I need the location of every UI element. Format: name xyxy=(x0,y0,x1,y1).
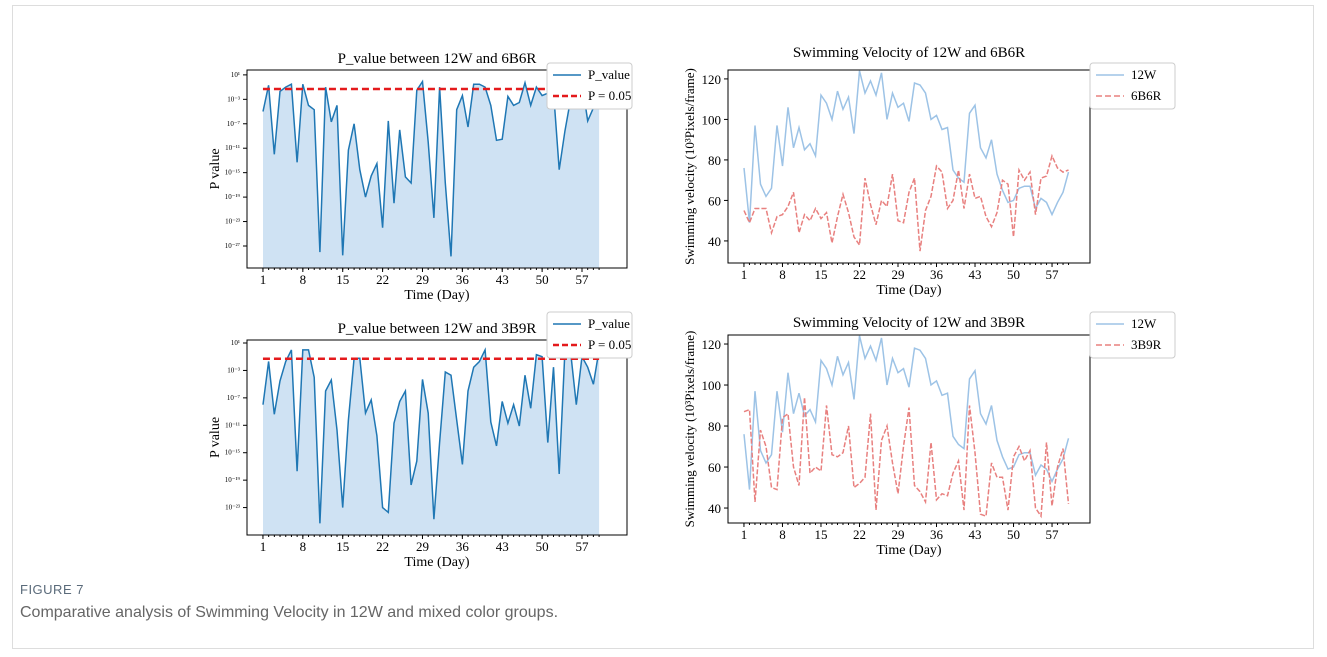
figure-label: FIGURE 7 xyxy=(20,582,84,597)
y-axis-label: Swimming velocity (10³Pixels/frame) xyxy=(682,68,697,265)
y-tick-label: 10⁻³ xyxy=(227,366,240,374)
y-tick-label: 10¹ xyxy=(231,339,240,347)
y-tick-label: 60 xyxy=(708,460,721,475)
y-tick-label: 10⁻²³ xyxy=(225,218,240,226)
line xyxy=(262,347,600,524)
y-tick-label: 10⁻³ xyxy=(227,95,240,103)
x-tick-label: 1 xyxy=(260,272,267,287)
x-tick-label: 29 xyxy=(416,539,429,554)
x-tick-label: 22 xyxy=(853,267,866,282)
y-tick-label: 100 xyxy=(702,378,722,393)
x-tick-label: 57 xyxy=(575,272,589,287)
x-tick-label: 43 xyxy=(496,539,509,554)
y-tick-label: 10⁻²³ xyxy=(225,504,240,512)
x-tick-label: 29 xyxy=(891,527,904,542)
chart-title: Swimming Velocity of 12W and 3B9R xyxy=(793,315,1025,331)
x-axis-label: Time (Day) xyxy=(404,288,470,303)
y-tick-label: 10⁻¹⁵ xyxy=(225,449,241,457)
y-axis-label: P value xyxy=(208,417,223,458)
figure-frame xyxy=(12,5,1314,649)
line xyxy=(743,153,1069,252)
x-tick-label: 8 xyxy=(300,539,307,554)
x-tick-label: 36 xyxy=(930,527,944,542)
y-tick-label: 10⁻¹⁵ xyxy=(225,169,241,177)
y-axis-label: P value xyxy=(208,148,223,189)
x-tick-label: 57 xyxy=(575,539,589,554)
y-tick-label: 100 xyxy=(702,112,722,127)
legend-label: P_value xyxy=(588,316,630,331)
plot-frame xyxy=(246,69,628,269)
line xyxy=(743,335,1070,490)
figure-caption: Comparative analysis of Swimming Velocit… xyxy=(20,604,558,621)
x-tick-label: 50 xyxy=(1007,527,1020,542)
x-tick-label: 36 xyxy=(456,272,470,287)
y-tick-label: 10⁻¹¹ xyxy=(225,421,240,429)
area xyxy=(263,349,600,535)
y-tick-label: 60 xyxy=(708,193,721,208)
x-tick-label: 43 xyxy=(969,267,982,282)
x-tick-label: 50 xyxy=(1007,267,1020,282)
legend-label: 6B6R xyxy=(1131,88,1162,103)
y-tick-label: 10¹ xyxy=(231,71,240,79)
y-tick-label: 40 xyxy=(708,501,721,516)
x-tick-label: 8 xyxy=(779,267,786,282)
x-tick-label: 36 xyxy=(456,539,470,554)
x-tick-label: 1 xyxy=(741,267,748,282)
x-axis-label: Time (Day) xyxy=(876,283,942,298)
x-tick-label: 15 xyxy=(814,267,827,282)
x-tick-label: 22 xyxy=(376,272,389,287)
y-tick-label: 10⁻¹⁹ xyxy=(225,193,241,201)
y-axis-label: Swimming velocity (10³Pixels/frame) xyxy=(682,331,697,528)
y-tick-label: 10⁻⁷ xyxy=(227,120,241,128)
line xyxy=(262,79,600,257)
chart-title: P_value between 12W and 3B9R xyxy=(338,321,537,337)
line xyxy=(743,70,1070,223)
x-tick-label: 29 xyxy=(416,272,429,287)
x-tick-label: 29 xyxy=(891,267,904,282)
y-tick-label: 120 xyxy=(702,337,722,352)
y-tick-label: 10⁻⁷ xyxy=(227,394,241,402)
x-tick-label: 22 xyxy=(376,539,389,554)
legend-label: P = 0.05 xyxy=(588,88,631,103)
x-tick-label: 15 xyxy=(814,527,827,542)
x-tick-label: 57 xyxy=(1046,527,1060,542)
x-axis-label: Time (Day) xyxy=(876,543,942,558)
y-tick-label: 80 xyxy=(708,419,721,434)
x-tick-label: 8 xyxy=(779,527,786,542)
x-tick-label: 1 xyxy=(741,527,748,542)
legend-label: P = 0.05 xyxy=(588,337,631,352)
x-tick-label: 1 xyxy=(260,539,267,554)
x-tick-label: 36 xyxy=(930,267,944,282)
y-tick-label: 10⁻²⁷ xyxy=(225,242,241,250)
y-tick-label: 120 xyxy=(702,72,722,87)
x-tick-label: 22 xyxy=(853,527,866,542)
legend-label: 12W xyxy=(1131,316,1157,331)
y-tick-label: 10⁻¹¹ xyxy=(225,144,240,152)
legend-label: 3B9R xyxy=(1131,337,1162,352)
x-axis-label: Time (Day) xyxy=(404,555,470,570)
x-tick-label: 8 xyxy=(300,272,307,287)
x-tick-label: 50 xyxy=(536,272,549,287)
y-tick-label: 80 xyxy=(708,153,721,168)
line xyxy=(743,397,1070,519)
x-tick-label: 15 xyxy=(336,539,349,554)
chart-title: Swimming Velocity of 12W and 6B6R xyxy=(793,45,1025,61)
y-tick-label: 10⁻¹⁹ xyxy=(225,476,241,484)
chart-title: P_value between 12W and 6B6R xyxy=(338,51,537,67)
x-tick-label: 57 xyxy=(1046,267,1060,282)
x-tick-label: 43 xyxy=(969,527,982,542)
x-tick-label: 15 xyxy=(336,272,349,287)
legend-label: 12W xyxy=(1131,67,1157,82)
area xyxy=(263,81,600,268)
legend-label: P_value xyxy=(588,67,630,82)
x-tick-label: 43 xyxy=(496,272,509,287)
y-tick-label: 40 xyxy=(708,234,721,249)
plot-frame xyxy=(727,69,1091,264)
plot-frame xyxy=(246,339,628,536)
x-tick-label: 50 xyxy=(536,539,549,554)
